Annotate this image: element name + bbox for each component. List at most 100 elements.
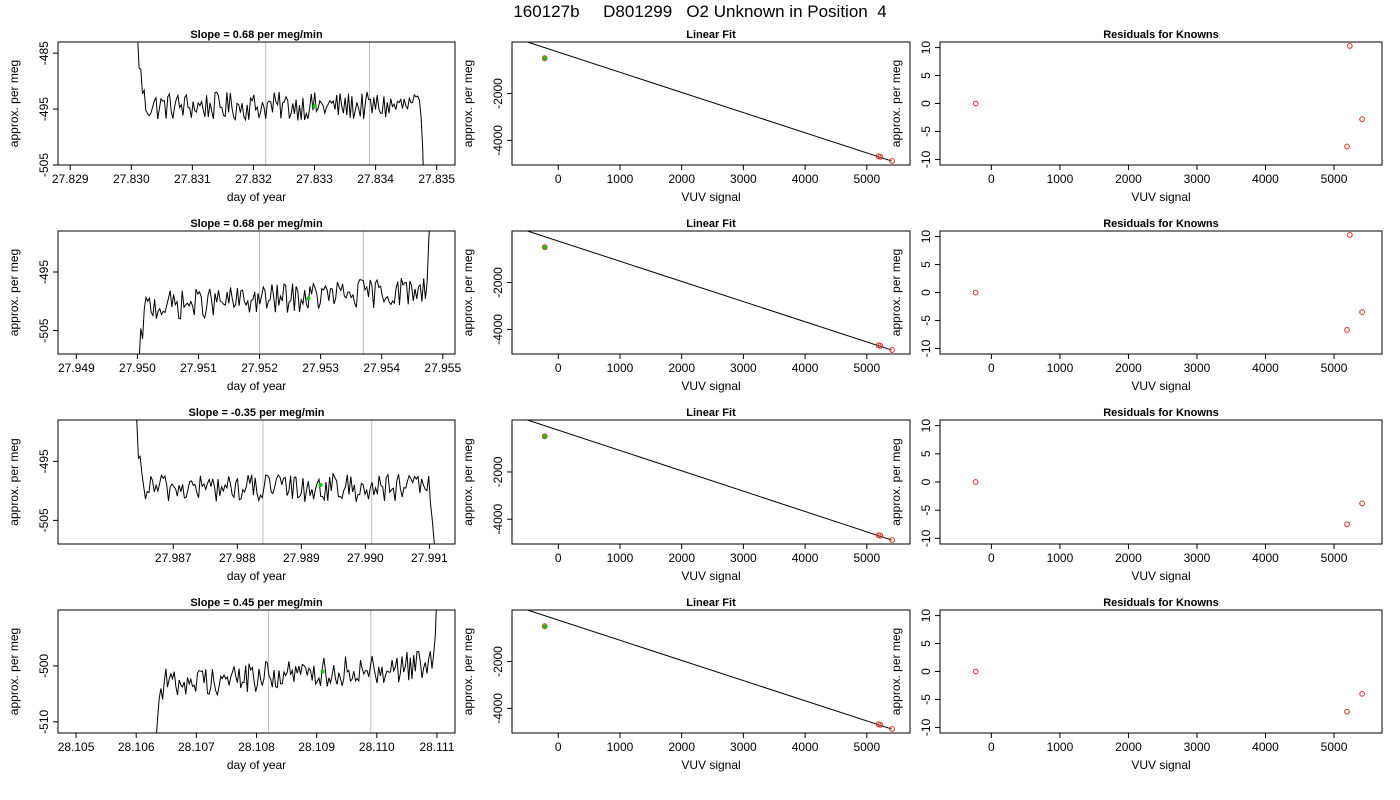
panel-title: Slope = 0.68 per meg/min bbox=[190, 218, 323, 230]
residual-point bbox=[1346, 43, 1353, 49]
residuals-panel-row-4: Residuals for Knowns 0 1000 2000 3000 4000 500… bbox=[889, 597, 1383, 772]
residual-point bbox=[1359, 690, 1366, 697]
y-tick-label: 10 bbox=[919, 419, 933, 433]
x-tick-label: 27.987 bbox=[155, 551, 192, 565]
known-point bbox=[541, 623, 548, 630]
residuals-panel-row-2: Residuals for Knowns 0 1000 2000 3000 4000 500… bbox=[889, 218, 1383, 393]
x-tick-label: 5000 bbox=[853, 172, 880, 186]
panel-title: Linear Fit bbox=[686, 29, 736, 41]
y-axis-label: approx. per meg bbox=[7, 249, 21, 336]
residual-point bbox=[1359, 116, 1366, 123]
panel-title: Linear Fit bbox=[686, 218, 736, 230]
x-tick-label: 28.111 bbox=[419, 740, 454, 754]
x-tick-label: 27.952 bbox=[241, 361, 278, 375]
y-axis-label: approx. per meg bbox=[461, 438, 475, 525]
plot-frame bbox=[57, 609, 456, 734]
unknown-point bbox=[542, 624, 547, 629]
residual-point bbox=[1344, 521, 1350, 528]
plot-frame bbox=[939, 419, 1383, 545]
x-tick-label: 28.106 bbox=[118, 740, 155, 754]
x-tick-label: 27.954 bbox=[363, 361, 400, 375]
x-tick-label: 27.833 bbox=[296, 172, 333, 186]
x-tick-label: 2000 bbox=[668, 740, 695, 754]
unknown-point bbox=[542, 56, 547, 61]
x-axis-label: VUV signal bbox=[1131, 569, 1190, 583]
y-axis-label: approx. per meg bbox=[889, 249, 903, 336]
known-point bbox=[877, 721, 884, 728]
plot-frame bbox=[511, 419, 911, 545]
y-axis-label: approx. per meg bbox=[461, 628, 475, 715]
known-point bbox=[877, 153, 884, 160]
x-tick-label: 0 bbox=[555, 361, 562, 375]
y-tick-label: 0 bbox=[919, 289, 933, 296]
x-tick-label: 27.830 bbox=[113, 172, 150, 186]
x-tick-label: 4000 bbox=[792, 361, 819, 375]
residual-point bbox=[1359, 500, 1366, 507]
x-tick-label: 27.953 bbox=[302, 361, 339, 375]
plot-frame bbox=[939, 609, 1383, 734]
residual-point bbox=[972, 668, 979, 675]
residual-point bbox=[972, 479, 979, 485]
x-axis-label: VUV signal bbox=[681, 190, 740, 204]
fit-panel-row-1: Linear Fit 0 1000 2000 3000 4000 5000 -2000 -400… bbox=[461, 29, 911, 204]
y-tick-label: -2000 bbox=[491, 646, 505, 677]
known-point bbox=[541, 244, 548, 251]
residual-point bbox=[1346, 232, 1353, 238]
panel-title: Linear Fit bbox=[686, 407, 736, 419]
y-axis-label: approx. per meg bbox=[7, 628, 21, 715]
y-tick-label: -10 bbox=[919, 529, 933, 547]
y-tick-label: -2000 bbox=[491, 267, 505, 298]
x-tick-label: 27.831 bbox=[174, 172, 211, 186]
x-tick-label: 4000 bbox=[1252, 172, 1279, 186]
x-tick-label: 3000 bbox=[730, 551, 757, 565]
x-tick-label: 1000 bbox=[607, 740, 634, 754]
x-axis-label: VUV signal bbox=[1131, 758, 1190, 772]
x-tick-label: 28.107 bbox=[178, 740, 215, 754]
x-tick-label: 3000 bbox=[730, 740, 757, 754]
x-tick-label: 2000 bbox=[1115, 740, 1142, 754]
x-tick-label: 0 bbox=[988, 551, 995, 565]
y-tick-label: -4000 bbox=[491, 314, 505, 345]
y-tick-label: 5 bbox=[919, 640, 933, 647]
x-tick-label: 1000 bbox=[1047, 740, 1074, 754]
plot-frame bbox=[511, 609, 911, 734]
mean-marker bbox=[318, 482, 323, 487]
known-point bbox=[889, 537, 896, 543]
fit-line bbox=[527, 420, 892, 541]
trace-panel-row-2: Slope = 0.68 per meg/min 27.949 27.950 27.9… bbox=[7, 218, 461, 393]
x-tick-label: 5000 bbox=[853, 361, 880, 375]
x-tick-label: 27.832 bbox=[235, 172, 272, 186]
known-point bbox=[877, 532, 884, 539]
plot-area bbox=[527, 42, 896, 164]
y-tick-label: 5 bbox=[919, 450, 933, 457]
plot-area bbox=[972, 668, 1366, 715]
signal-trace bbox=[136, 420, 435, 544]
residual-point bbox=[1344, 327, 1350, 333]
x-tick-label: 5000 bbox=[853, 740, 880, 754]
y-tick-label: -495 bbox=[37, 97, 51, 121]
x-axis-label: day of year bbox=[227, 758, 286, 772]
x-tick-label: 0 bbox=[988, 740, 995, 754]
signal-trace bbox=[156, 610, 437, 733]
plot-frame bbox=[511, 230, 911, 355]
x-tick-label: 3000 bbox=[1184, 551, 1211, 565]
trace-panel-row-4: Slope = 0.45 per meg/min 28.105 28.106 28.1… bbox=[7, 597, 456, 772]
x-tick-label: 3000 bbox=[1184, 740, 1211, 754]
fit-panel-row-2: Linear Fit 0 1000 2000 3000 4000 5000 -2000 -400… bbox=[461, 218, 911, 393]
y-axis-label: approx. per meg bbox=[7, 438, 21, 525]
panel-title: Slope = 0.45 per meg/min bbox=[190, 597, 323, 609]
x-tick-label: 5000 bbox=[853, 551, 880, 565]
x-tick-label: 27.835 bbox=[418, 172, 455, 186]
x-tick-label: 28.105 bbox=[58, 740, 95, 754]
x-tick-label: 3000 bbox=[1184, 172, 1211, 186]
y-tick-label: -10 bbox=[919, 339, 933, 357]
x-tick-label: 4000 bbox=[1252, 740, 1279, 754]
y-tick-label: -4000 bbox=[491, 693, 505, 724]
x-tick-label: 5000 bbox=[1321, 172, 1348, 186]
x-tick-label: 2000 bbox=[1115, 551, 1142, 565]
y-tick-label: -510 bbox=[37, 709, 51, 733]
x-axis-label: VUV signal bbox=[1131, 379, 1190, 393]
y-axis-label: approx. per meg bbox=[461, 60, 475, 147]
x-tick-label: 1000 bbox=[607, 361, 634, 375]
